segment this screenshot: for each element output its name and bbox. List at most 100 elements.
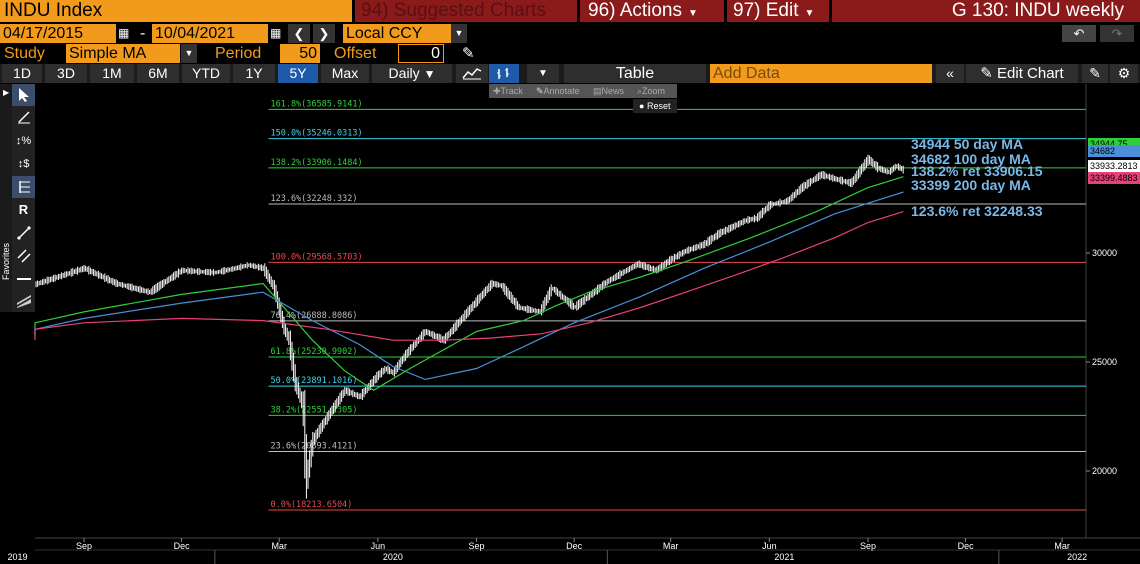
chevron-down-icon[interactable]: ▼ (181, 44, 197, 63)
line-chart-icon[interactable] (456, 64, 488, 83)
fib-level-label: 150.0%(35246.0313) (270, 129, 362, 139)
fib-level-label: 123.6%(32248.332) (270, 194, 357, 204)
collapse-triangle-icon[interactable]: ▶ (3, 88, 10, 97)
chart-annotation: 34944 50 day MA (911, 136, 1023, 152)
period-button-3d[interactable]: 3D (45, 64, 87, 83)
add-data-input[interactable]: Add Data (710, 64, 932, 83)
x-tick-label: Mar (1054, 541, 1070, 551)
calendar-icon[interactable]: ▦ (270, 26, 282, 40)
percent-measure-icon[interactable]: ↕% (15, 135, 32, 147)
news-option[interactable]: ▤ News (593, 86, 625, 96)
chart-annotation: 123.6% ret 32248.33 (911, 203, 1043, 219)
horizontal-line-icon[interactable] (12, 268, 35, 290)
bar-chart-icon[interactable] (489, 64, 519, 83)
period-input[interactable]: 50 (280, 44, 320, 63)
x-tick-label: Sep (860, 541, 876, 551)
fib-level-label: 23.6%(20893.4121) (270, 442, 357, 452)
reset-dot-icon: ● (639, 101, 645, 111)
fib-level-label: 138.2%(33906.1484) (270, 158, 362, 168)
x-year-label: 2019 (7, 552, 27, 562)
x-year-label: 2022 (1067, 552, 1087, 562)
x-year-label: 2021 (774, 552, 794, 562)
pattern-icon[interactable] (12, 290, 35, 312)
last-value-label: 34682 (1090, 146, 1115, 156)
chart-edit-icon[interactable]: ✎ (1082, 64, 1108, 83)
gear-icon[interactable]: ⚙ (1110, 64, 1138, 83)
chevron-down-icon: ▼ (688, 8, 698, 19)
chart-title: G 130: INDU weekly (832, 0, 1140, 22)
fibonacci-icon[interactable] (12, 176, 35, 198)
cursor-icon[interactable] (12, 84, 35, 106)
line-draw-icon[interactable] (12, 106, 35, 128)
x-tick-label: Dec (958, 541, 975, 551)
trendline-icon[interactable] (12, 222, 35, 244)
frequency-label: Daily (388, 65, 420, 81)
frequency-select[interactable]: Daily ▼ (372, 64, 452, 83)
zoom-label: Zoom (642, 86, 666, 96)
suggested-charts-button[interactable]: 94) Suggested Charts (355, 0, 577, 22)
actions-menu[interactable]: 96) Actions ▼ (580, 0, 724, 22)
dollar-measure-icon[interactable]: ↕$ (17, 158, 30, 170)
plot-area (35, 84, 1086, 538)
track-label: Track (500, 86, 523, 96)
table-button[interactable]: Table (564, 64, 706, 83)
offset-input[interactable]: 0 (398, 44, 444, 63)
actions-label: 96) Actions (588, 0, 682, 21)
period-button-1m[interactable]: 1M (90, 64, 134, 83)
ma50-line (34, 176, 904, 392)
zoom-option[interactable]: ⌕ Zoom (637, 86, 666, 96)
x-tick-label: Jun (371, 541, 386, 551)
last-value-tag (1088, 172, 1140, 184)
last-value-tag (1088, 145, 1140, 157)
x-tick-label: Mar (663, 541, 679, 551)
next-period-button[interactable]: ❯ (313, 24, 335, 43)
x-tick-label: Jun (762, 541, 777, 551)
fib-level-label: 61.8%(25230.9902) (270, 347, 357, 357)
chart-annotation: 34682 100 day MA (911, 151, 1031, 167)
retracement-icon[interactable]: R (18, 202, 29, 217)
annotate-option[interactable]: ✎ Annotate (536, 86, 580, 96)
redo-button[interactable]: ↷ (1100, 25, 1134, 42)
period-button-5y[interactable]: 5Y (278, 64, 318, 83)
collapse-icon[interactable]: « (936, 64, 964, 83)
edit-label: 97) Edit (733, 0, 799, 21)
x-year-label: 2020 (383, 552, 403, 562)
offset-label: Offset (334, 45, 377, 62)
y-tick-label: 20000 (1092, 466, 1117, 476)
chevron-down-icon: ▼ (451, 24, 467, 43)
period-button-1d[interactable]: 1D (2, 64, 42, 83)
calendar-icon[interactable]: ▦ (118, 26, 130, 40)
price-chart[interactable]: 161.8%(36585.9141) 150.0%(35246.0313) 138.… (0, 84, 1140, 564)
edit-menu[interactable]: 97) Edit ▼ (727, 0, 829, 22)
start-date-input[interactable]: 04/17/2015 (0, 24, 116, 43)
period-button-max[interactable]: Max (321, 64, 369, 83)
x-tick-label: Sep (76, 541, 92, 551)
chart-type-dropdown[interactable]: ▼ (527, 64, 559, 83)
ma200-line (34, 211, 904, 341)
edit-chart-label: Edit Chart (997, 65, 1064, 82)
study-label: Study (4, 45, 45, 62)
period-button-6m[interactable]: 6M (137, 64, 179, 83)
last-value-label: 33933.2813 (1090, 161, 1138, 171)
pencil-icon[interactable]: ✎ (462, 45, 475, 62)
y-tick-label: 30000 (1092, 248, 1117, 258)
end-date-input[interactable]: 10/04/2021 (152, 24, 268, 43)
reset-button[interactable]: ● Reset (633, 99, 677, 113)
track-option[interactable]: ✚ Track (493, 86, 523, 96)
undo-button[interactable]: ↶ (1062, 25, 1096, 42)
edit-chart-button[interactable]: ✎ Edit Chart (966, 64, 1078, 83)
annotation-popup: ✚ Track ✎ Annotate ▤ News ⌕ Zoom (489, 84, 677, 98)
currency-select[interactable]: Local CCY ▼ (343, 24, 467, 43)
period-button-1y[interactable]: 1Y (233, 64, 275, 83)
ticker-field[interactable]: INDU Index (0, 0, 352, 22)
news-label: News (601, 86, 625, 96)
study-select[interactable]: Simple MA (66, 44, 180, 63)
period-button-ytd[interactable]: YTD (182, 64, 230, 83)
fib-level-label: 161.8%(36585.9141) (270, 99, 362, 109)
channel-icon[interactable] (12, 245, 35, 267)
currency-value: Local CCY (346, 25, 423, 42)
x-tick-label: Sep (469, 541, 485, 551)
prev-period-button[interactable]: ❮ (288, 24, 310, 43)
chevron-down-icon: ▼ (538, 68, 548, 79)
last-value-label: 34944.75 (1090, 139, 1128, 149)
